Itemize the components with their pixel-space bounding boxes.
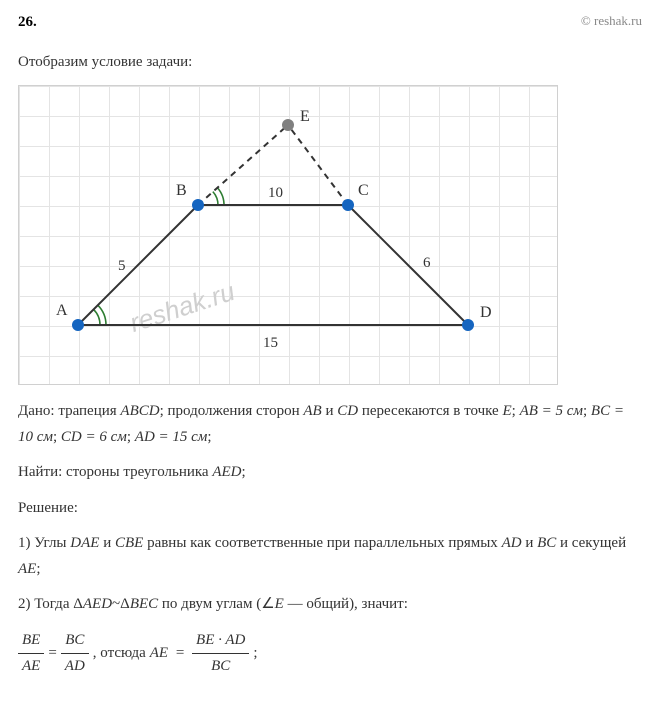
step1: 1) Углы DAE и CBE равны как соответствен…	[18, 531, 642, 582]
fraction-3: BE · AD BC	[192, 628, 249, 680]
t: =	[48, 641, 56, 667]
svg-text:E: E	[300, 108, 310, 125]
svg-text:5: 5	[118, 258, 126, 274]
given-prefix: Дано: трапеция	[18, 403, 120, 419]
diagram-svg: 5 10 6 15 A B C D E	[18, 85, 558, 385]
t: BC	[192, 654, 249, 680]
svg-text:C: C	[358, 182, 369, 199]
svg-text:A: A	[56, 302, 68, 319]
svg-text:B: B	[176, 182, 187, 199]
t: E	[275, 596, 284, 612]
t: CD = 6 см	[61, 429, 127, 445]
t: AD	[61, 654, 89, 680]
geometry-diagram: reshak.ru 510615ABCDE	[18, 85, 558, 385]
problem-number: 26.	[18, 14, 37, 30]
svg-text:6: 6	[423, 255, 431, 271]
t: 2) Тогда Δ	[18, 596, 83, 612]
t: AE	[18, 654, 44, 680]
fraction-1: BE AE	[18, 628, 44, 680]
t: AE	[18, 561, 36, 577]
t: AE	[150, 641, 168, 667]
svg-text:15: 15	[263, 335, 278, 351]
t: =	[172, 641, 188, 667]
t: ;	[53, 429, 61, 445]
t: равны как соответственные при параллельн…	[143, 535, 501, 551]
t: пересекаются в точке	[358, 403, 502, 419]
t: по двум углам (∠	[158, 596, 275, 612]
t: — общий), значит:	[284, 596, 408, 612]
t: DAE	[70, 535, 99, 551]
t: E	[502, 403, 511, 419]
given-block: Дано: трапеция ABCD; продолжения сторон …	[18, 399, 642, 450]
t: ;	[242, 464, 246, 480]
t: ;	[253, 641, 257, 667]
t: BC	[61, 628, 89, 655]
t: и	[99, 535, 115, 551]
t: AD = 15 см	[135, 429, 208, 445]
t: AD	[502, 535, 522, 551]
t: и	[322, 403, 338, 419]
prompt-text: Отобразим условие задачи:	[18, 50, 642, 76]
t: AB = 5 см	[520, 403, 583, 419]
given-shape: ABCD	[120, 403, 159, 419]
t: BEC	[130, 596, 158, 612]
t: BC	[537, 535, 556, 551]
t: AB	[303, 403, 321, 419]
fraction-2: BC AD	[61, 628, 89, 680]
t: ;	[207, 429, 211, 445]
t: BE	[18, 628, 44, 655]
t: , отсюда	[93, 641, 146, 667]
t: ;	[512, 403, 520, 419]
t: CD	[337, 403, 358, 419]
find-block: Найти: стороны треугольника AED;	[18, 460, 642, 486]
find-tri: AED	[212, 464, 241, 480]
equation-row: BE AE = BC AD , отсюда AE = BE · AD BC ;	[18, 628, 642, 680]
t: ~Δ	[112, 596, 130, 612]
copyright: © reshak.ru	[581, 10, 642, 32]
t: ;	[127, 429, 135, 445]
t: и	[522, 535, 538, 551]
svg-text:D: D	[480, 304, 492, 321]
t: BE · AD	[192, 628, 249, 655]
t: ; продолжения сторон	[160, 403, 304, 419]
t: ;	[36, 561, 40, 577]
t: 1) Углы	[18, 535, 70, 551]
t: ;	[583, 403, 591, 419]
svg-text:10: 10	[268, 185, 283, 201]
step2: 2) Тогда ΔAED~ΔBEC по двум углам (∠E — о…	[18, 592, 642, 618]
find-prefix: Найти: стороны треугольника	[18, 464, 212, 480]
solution-label: Решение:	[18, 496, 642, 522]
t: AED	[83, 596, 112, 612]
t: и секущей	[556, 535, 626, 551]
t: CBE	[115, 535, 143, 551]
